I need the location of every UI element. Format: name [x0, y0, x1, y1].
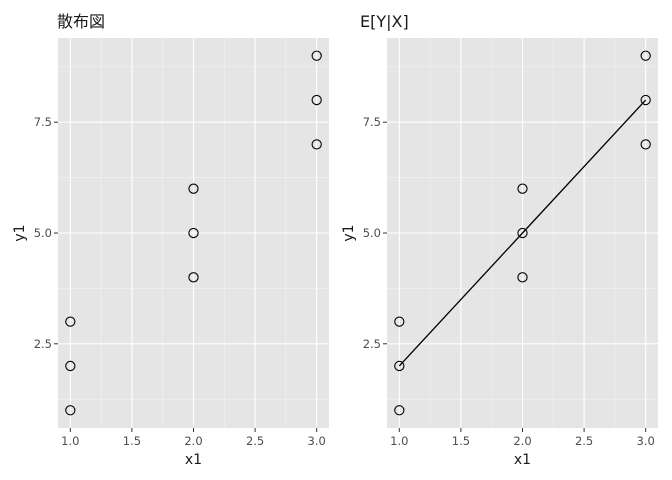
data-point	[65, 316, 76, 327]
x-tick-label: 1.0	[390, 434, 408, 448]
data-point	[640, 94, 651, 106]
x-axis-title: x1	[514, 452, 531, 468]
data-point	[517, 272, 528, 283]
chart-panel-1: 1.0 1.5 2.0 2.5 3.0 2.5 5.0 7.5 散布図 x1 y1	[12, 12, 329, 468]
data-point	[311, 139, 322, 150]
x-tick-label: 2.0	[184, 434, 202, 448]
y-tick-label: 7.5	[363, 115, 381, 129]
x-axis-title: x1	[185, 452, 202, 468]
data-point	[394, 405, 405, 416]
x-tick-label: 2.5	[575, 434, 593, 448]
x-tick-label: 3.0	[308, 434, 326, 448]
data-point	[188, 227, 199, 239]
data-point	[311, 94, 322, 106]
y-tick-label: 5.0	[363, 226, 381, 240]
data-point	[65, 405, 76, 416]
y-axis-title: y1	[12, 224, 28, 241]
data-point	[640, 50, 651, 61]
x-tick-label: 1.5	[123, 434, 141, 448]
y-axis-title: y1	[341, 224, 357, 241]
y-tick-label: 5.0	[34, 226, 52, 240]
data-point	[640, 139, 651, 150]
x-tick-label: 3.0	[637, 434, 655, 448]
data-point	[311, 50, 322, 61]
x-tick-label: 1.0	[61, 434, 79, 448]
y-tick-label: 2.5	[363, 337, 381, 351]
data-point	[188, 272, 199, 283]
conditional-mean-line	[398, 99, 647, 367]
x-tick-label: 2.5	[246, 434, 264, 448]
data-point	[394, 360, 405, 372]
y-tick-label: 2.5	[34, 337, 52, 351]
data-point	[394, 316, 405, 327]
data-point	[65, 360, 76, 372]
plot-title: E[Y|X]	[360, 12, 409, 31]
data-point	[517, 227, 528, 239]
x-tick-label: 2.0	[513, 434, 531, 448]
chart-panel-2: 1.0 1.5 2.0 2.5 3.0 2.5 5.0 7.5 E[Y|X] x1 y1	[341, 12, 658, 468]
data-point	[188, 183, 199, 194]
x-tick-label: 1.5	[452, 434, 470, 448]
plot-title: 散布図	[57, 12, 105, 31]
y-tick-label: 7.5	[34, 115, 52, 129]
data-point	[517, 183, 528, 194]
